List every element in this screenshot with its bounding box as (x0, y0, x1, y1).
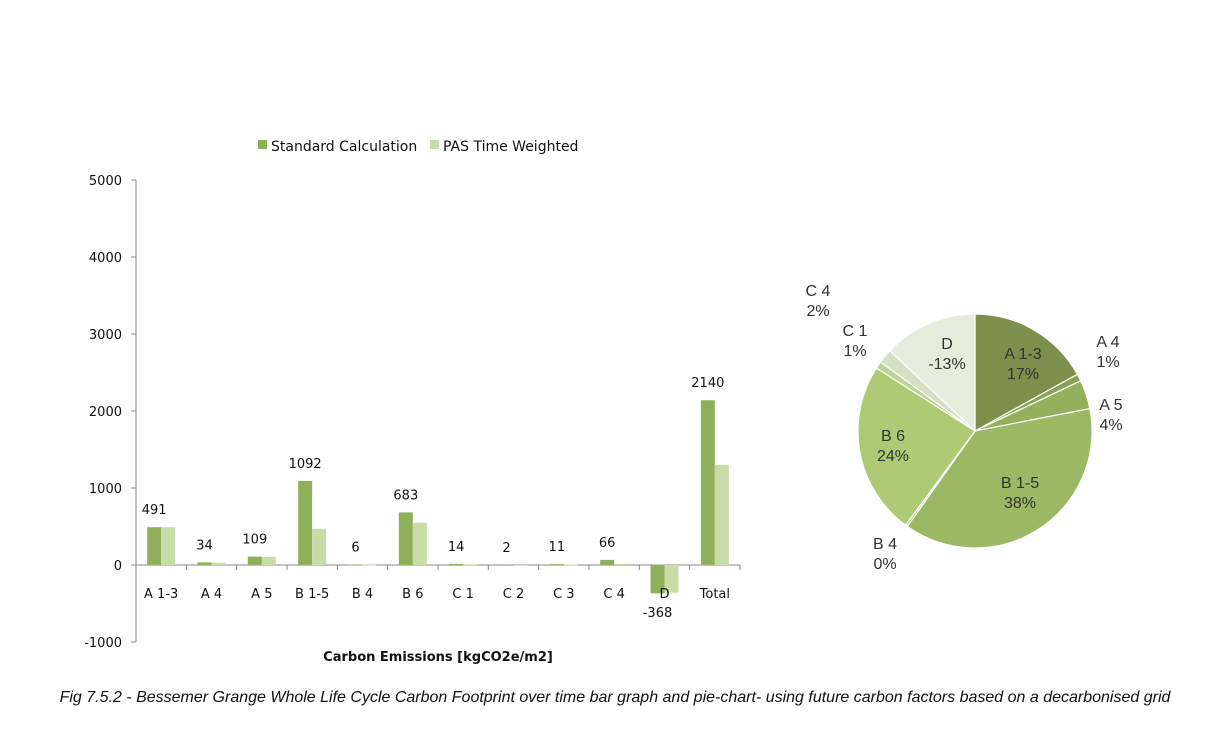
y-tick-label: 0 (114, 559, 122, 574)
bar-pas-c1 (463, 564, 478, 566)
bar-pas-a1-3 (161, 527, 176, 565)
pie-label-name: D (941, 336, 953, 353)
bar-pas-a5 (261, 556, 276, 565)
data-label: 34 (196, 538, 213, 553)
pie-label-name: A 5 (1099, 397, 1122, 414)
pie-label-name: B 1-5 (1001, 475, 1039, 492)
x-tick-label: B 1-5 (295, 587, 329, 602)
y-tick-label: 5000 (89, 174, 122, 189)
pie-label-name: A 1-3 (1004, 346, 1041, 363)
pie-label-percent: 2% (806, 303, 829, 320)
y-tick-label: 2000 (89, 405, 122, 420)
x-tick-label: D (659, 587, 669, 602)
x-tick-label: B 6 (402, 587, 423, 602)
pie-label-name: B 6 (881, 428, 905, 445)
bar-pas-b4 (362, 564, 377, 566)
bar-pas-c3 (563, 564, 578, 566)
pie-label-name: C 1 (843, 323, 868, 340)
pie-label-name: C 4 (806, 283, 831, 300)
bar-standard-c1 (449, 563, 464, 565)
pie-slice-b4 (904, 430, 976, 528)
bar-standard-b1-5 (298, 480, 313, 565)
pie-slice-a1-3 (974, 313, 1079, 433)
bar-standard-c2 (499, 564, 514, 566)
bar-standard-c3 (549, 564, 564, 565)
pie-label-percent: 17% (1007, 366, 1039, 383)
data-label: -368 (643, 606, 673, 621)
pie-slice-b6 (857, 367, 976, 526)
pie-label-percent: 38% (1004, 495, 1036, 512)
pie-label-percent: 24% (877, 448, 909, 465)
pie-slice-c4 (879, 349, 976, 432)
x-tick-label: C 1 (452, 587, 473, 602)
x-axis-title: Carbon Emissions [kgCO2e/m2] (323, 650, 553, 665)
data-label: 109 (242, 533, 267, 548)
legend-label: PAS Time Weighted (443, 139, 578, 155)
x-tick-label: A 1-3 (144, 587, 178, 602)
bar-standard-b6 (398, 512, 413, 565)
x-tick-label: A 4 (201, 587, 222, 602)
bar-chart: -1000 0 1000 2000 3000 4000 5000 A 1-3 491 A 4 34 A… (84, 139, 741, 665)
data-label: 683 (393, 488, 418, 503)
bar-pas-total (714, 464, 729, 565)
pie-label-percent: 4% (1099, 417, 1122, 434)
data-label: 66 (599, 536, 616, 551)
x-tick-label: C 4 (603, 587, 624, 602)
bar-pas-c4 (614, 563, 629, 565)
data-label: 1092 (289, 457, 322, 472)
y-tick-label: 1000 (89, 482, 122, 497)
pie-label-name: A 4 (1096, 334, 1119, 351)
bar-pas-d (664, 565, 679, 593)
x-tick-label: C 2 (503, 587, 524, 602)
x-tick-label: A 5 (251, 587, 272, 602)
pie-label-percent: 0% (873, 556, 896, 573)
pie-label-percent: 1% (1096, 354, 1119, 371)
data-label: 6 (351, 541, 359, 556)
bar-pas-a4 (211, 562, 226, 565)
legend-swatch (430, 140, 439, 149)
y-tick-label: 4000 (89, 251, 122, 266)
bar-pas-c2 (513, 564, 528, 566)
x-tick-label: C 3 (553, 587, 574, 602)
bar-standard-a1-3 (147, 527, 162, 565)
bar-standard-d (650, 565, 665, 594)
pie-label-name: B 4 (873, 536, 897, 553)
y-tick-label: -1000 (84, 636, 122, 651)
bar-pas-b1-5 (312, 528, 327, 565)
x-tick-label: B 4 (352, 587, 373, 602)
data-label: 11 (549, 540, 566, 555)
legend-label: Standard Calculation (271, 139, 417, 155)
pie-slice-c1 (875, 361, 976, 432)
y-tick-label: 3000 (89, 328, 122, 343)
x-tick-label: Total (699, 587, 730, 602)
data-label: 2140 (691, 376, 724, 391)
data-label: 491 (142, 503, 167, 518)
figure-caption: Fig 7.5.2 - Bessemer Grange Whole Life C… (59, 689, 1171, 706)
pie-label-percent: 1% (843, 343, 866, 360)
bar-standard-b4 (348, 564, 363, 566)
data-label: 14 (448, 540, 465, 555)
pie-slice-a5 (974, 380, 1091, 432)
legend-swatch (258, 140, 267, 149)
bar-standard-total (700, 400, 715, 565)
data-label: 2 (502, 541, 510, 556)
pie-label-percent: -13% (928, 356, 965, 373)
bar-standard-a5 (247, 556, 262, 565)
bar-pas-b6 (412, 522, 427, 565)
bar-standard-c4 (600, 559, 615, 565)
pie-slice-b1-5 (906, 407, 1093, 549)
pie-slice-d (889, 313, 976, 433)
pie-slice-a4 (974, 373, 1082, 432)
bar-standard-a4 (197, 562, 212, 565)
